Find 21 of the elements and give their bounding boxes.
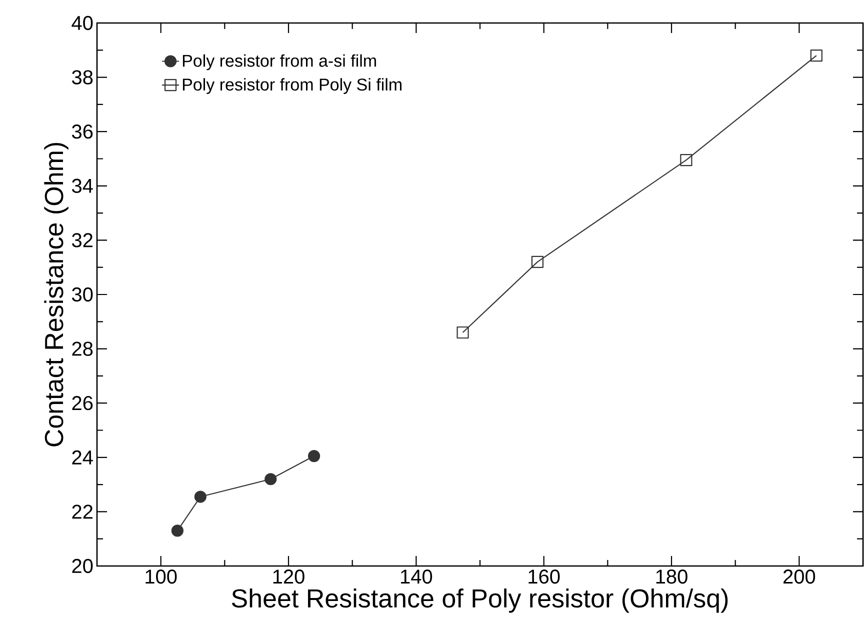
- y-tick-label: 22: [72, 504, 92, 519]
- x-tick-label: 180: [656, 570, 688, 584]
- legend-label: Poly resistor from a-si film: [182, 54, 376, 70]
- y-axis-title: Contact Resistance (Ohm): [44, 142, 68, 446]
- y-tick-label: 36: [72, 124, 93, 139]
- y-tick-label: 30: [72, 287, 93, 302]
- y-tick-label: 26: [72, 396, 93, 410]
- y-tick-label: 32: [72, 233, 92, 248]
- x-tick-label: 120: [273, 570, 304, 584]
- y-tick-label: 20: [72, 558, 93, 574]
- legend-label: Poly resistor from Poly Si film: [182, 78, 402, 94]
- x-axis-title: Sheet Resistance of Poly resistor (Ohm/sq): [232, 588, 728, 613]
- y-tick-label: 24: [72, 450, 93, 464]
- y-tick-label: 40: [72, 16, 93, 30]
- y-tick-label: 28: [72, 342, 93, 356]
- y-tick-label: 38: [72, 70, 93, 84]
- y-tick-label: 34: [72, 178, 93, 193]
- x-tick-label: 140: [401, 570, 432, 584]
- x-tick-label: 160: [528, 570, 560, 584]
- x-tick-label: 100: [146, 570, 177, 584]
- x-tick-label: 200: [783, 570, 816, 584]
